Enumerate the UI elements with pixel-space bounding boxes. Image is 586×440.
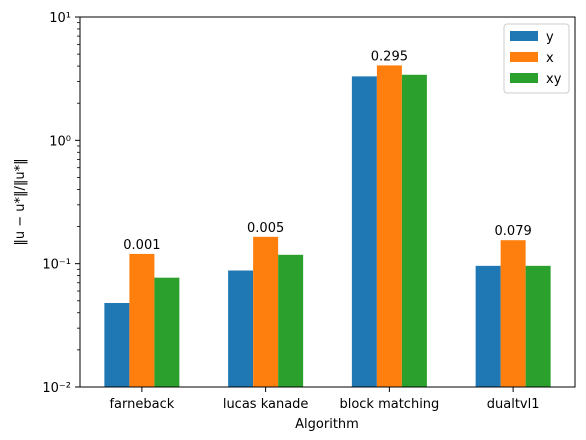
bar-x-1 <box>253 236 279 387</box>
annotations-group: 0.001 0.005 0.295 0.079 <box>123 49 531 252</box>
bar-y-3 <box>475 265 501 387</box>
bars-group <box>104 65 551 387</box>
bar-y-0 <box>104 302 130 387</box>
legend-swatch <box>510 31 538 41</box>
y-tick-label: 10¹ <box>49 11 71 26</box>
x-tick-label: farneback <box>109 397 174 412</box>
annotation-label: 0.005 <box>247 221 284 236</box>
annotation-label: 0.295 <box>371 49 408 64</box>
y-tick-label: 10⁻¹ <box>42 258 71 273</box>
plot-frame <box>79 16 576 388</box>
bar-xy-1 <box>278 254 304 387</box>
bar-x-2 <box>376 65 402 387</box>
bar-x-0 <box>129 253 155 387</box>
legend: yx xy <box>503 23 570 94</box>
bar-xy-2 <box>401 74 427 387</box>
bar-xy-0 <box>154 277 180 387</box>
x-tick-label: block matching <box>339 397 439 412</box>
legend-label: y <box>546 30 554 45</box>
annotation-label: 0.079 <box>495 224 532 239</box>
x-axis-label: Algorithm <box>295 417 359 432</box>
legend-swatch <box>510 73 538 83</box>
x-tick-label: dualtvl1 <box>487 397 540 412</box>
y-axis-label: ‖u − u*‖/‖u*‖ <box>13 158 28 245</box>
legend-label: xy <box>546 72 562 87</box>
legend-label: x <box>546 51 554 66</box>
bar-xy-3 <box>525 265 551 387</box>
bar-y-1 <box>228 270 254 387</box>
bar-y-2 <box>351 76 377 387</box>
bar-x-3 <box>500 240 526 387</box>
legend-swatch <box>510 52 538 62</box>
axes-group: 10⁻² 10⁻¹ 10⁰ 10¹ farneback lucas kanade block… <box>42 11 576 412</box>
annotation-label: 0.001 <box>123 238 160 253</box>
y-tick-label: 10⁰ <box>49 134 71 149</box>
x-tick-label: lucas kanade <box>223 397 309 412</box>
y-tick-label: 10⁻² <box>42 381 71 396</box>
